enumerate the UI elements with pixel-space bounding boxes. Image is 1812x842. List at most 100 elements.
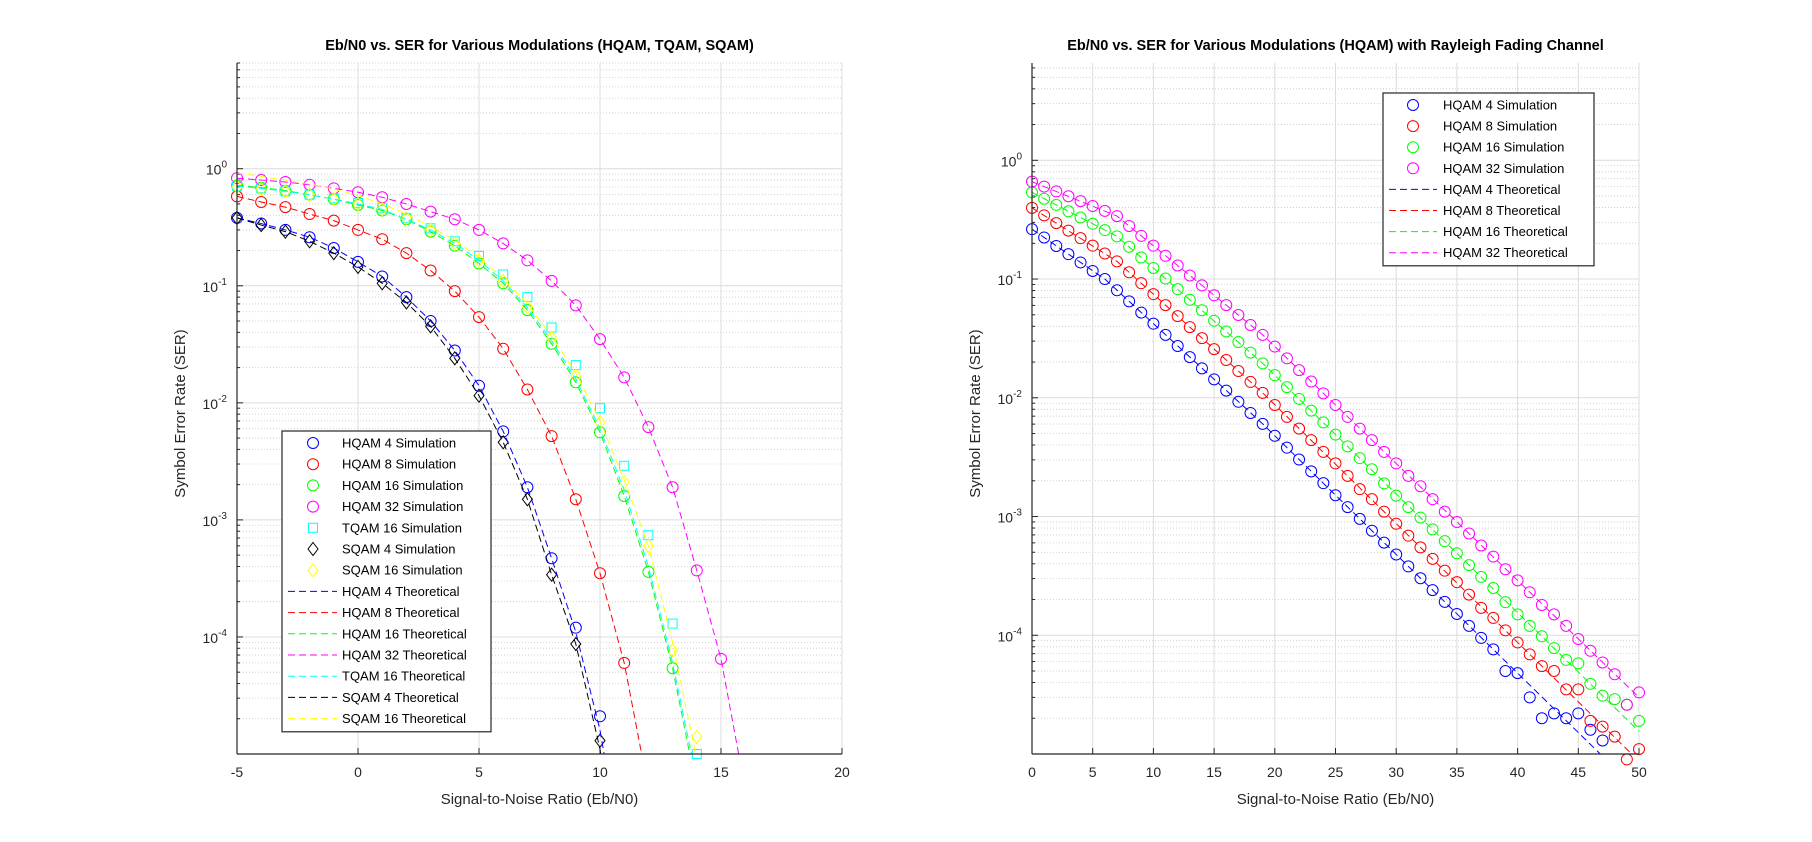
data-point	[1195, 332, 1208, 345]
data-point	[1123, 266, 1136, 279]
data-point	[1584, 714, 1597, 727]
data-point	[1293, 453, 1306, 466]
data-point	[1329, 489, 1342, 502]
y-tick-base: 10	[203, 513, 219, 529]
data-point	[545, 430, 558, 443]
data-point	[1086, 239, 1099, 252]
theoretical-line	[236, 217, 602, 755]
legend-label: SQAM 4 Simulation	[342, 542, 455, 557]
data-point	[1511, 574, 1524, 587]
data-point	[1220, 325, 1233, 338]
data-point	[1353, 422, 1366, 435]
data-point	[642, 538, 655, 554]
series-hqam-8-simulation	[1026, 201, 1645, 766]
data-point	[1110, 255, 1123, 268]
x-tick-label: 5	[1089, 764, 1097, 780]
theoretical-line	[236, 217, 605, 755]
data-point	[352, 223, 364, 236]
y-tick-base: 10	[998, 510, 1014, 526]
legend-label: HQAM 8 Theoretical	[1443, 203, 1561, 218]
data-point	[1195, 304, 1208, 317]
data-point	[1535, 598, 1548, 611]
data-point	[1317, 477, 1330, 490]
x-tick-label: 15	[1206, 764, 1222, 780]
legend-item: HQAM 8 Simulation	[1407, 119, 1557, 134]
legend-item: SQAM 16 Simulation	[307, 563, 463, 578]
data-point	[1584, 644, 1597, 657]
series-hqam-32-simulation	[231, 172, 727, 665]
data-point	[1378, 536, 1391, 549]
data-point	[1305, 375, 1318, 388]
data-point	[594, 567, 606, 580]
legend-marker-swatch	[1407, 162, 1419, 175]
data-point	[1062, 205, 1075, 218]
data-point	[1098, 273, 1111, 286]
legend-label: TQAM 16 Theoretical	[342, 669, 465, 684]
data-point	[667, 618, 678, 629]
legend-marker-swatch	[308, 522, 318, 533]
y-tick-exponent: -1	[218, 277, 227, 288]
data-point	[1062, 248, 1075, 261]
data-point	[1499, 596, 1512, 609]
x-tick-label: 0	[1028, 764, 1036, 780]
legend-item: HQAM 16 Theoretical	[1389, 224, 1568, 239]
data-point	[1074, 256, 1087, 269]
x-tick-label: 10	[1146, 764, 1162, 780]
data-point	[1110, 210, 1123, 223]
legend-item: HQAM 4 Simulation	[307, 436, 456, 451]
data-point	[1256, 328, 1269, 341]
data-point	[1280, 441, 1293, 454]
y-tick-label: 10-3	[998, 508, 1023, 526]
legend-label: HQAM 8 Simulation	[342, 457, 456, 472]
data-point	[1268, 369, 1281, 382]
legend-item: HQAM 16 Simulation	[307, 478, 463, 493]
legend-item: SQAM 4 Simulation	[307, 542, 455, 557]
data-point	[1062, 224, 1075, 237]
data-point	[1244, 346, 1257, 359]
data-point	[1499, 624, 1512, 637]
data-point	[1135, 277, 1148, 290]
theoretical-line	[1031, 228, 1601, 755]
data-point	[594, 710, 606, 723]
y-tick-base: 10	[203, 630, 219, 646]
legend-item: HQAM 4 Theoretical	[1389, 182, 1561, 197]
data-point	[1232, 308, 1245, 321]
data-point	[715, 652, 727, 665]
data-point	[1086, 200, 1099, 213]
series-layer	[231, 172, 740, 759]
data-point	[1208, 314, 1221, 327]
data-point	[1426, 523, 1439, 536]
data-point	[1463, 527, 1476, 540]
data-point	[279, 201, 292, 214]
data-point	[1438, 564, 1451, 577]
data-point	[497, 273, 509, 289]
data-point	[255, 217, 267, 233]
data-point	[1572, 707, 1585, 720]
legend-label: HQAM 16 Simulation	[342, 478, 463, 493]
data-point	[1050, 239, 1063, 252]
x-tick-label: 30	[1388, 764, 1404, 780]
data-point	[1220, 384, 1233, 397]
data-point	[1560, 619, 1573, 632]
x-tick-label: 15	[713, 764, 729, 780]
data-point	[376, 233, 389, 246]
legend-item: HQAM 32 Simulation	[307, 499, 463, 514]
series-layer	[1026, 175, 1645, 766]
data-point	[1572, 657, 1585, 670]
right-plot: 0 5 10 15 20 25 30 35 40 45 5010-410-310-210-1100E…	[967, 38, 1647, 808]
data-point	[1402, 501, 1415, 514]
legend-label: SQAM 4 Theoretical	[342, 690, 459, 705]
data-point	[1268, 340, 1281, 353]
data-point	[1293, 392, 1306, 405]
y-tick-label: 10-2	[998, 389, 1023, 407]
data-point	[1608, 693, 1621, 706]
data-point	[1050, 198, 1063, 211]
y-tick-label: 10-4	[203, 628, 228, 646]
y-tick-label: 100	[206, 160, 228, 178]
data-point	[1523, 586, 1536, 599]
data-point	[1402, 529, 1415, 542]
data-point	[1402, 469, 1415, 482]
data-point	[1293, 422, 1306, 435]
y-tick-label: 10-3	[203, 511, 228, 529]
